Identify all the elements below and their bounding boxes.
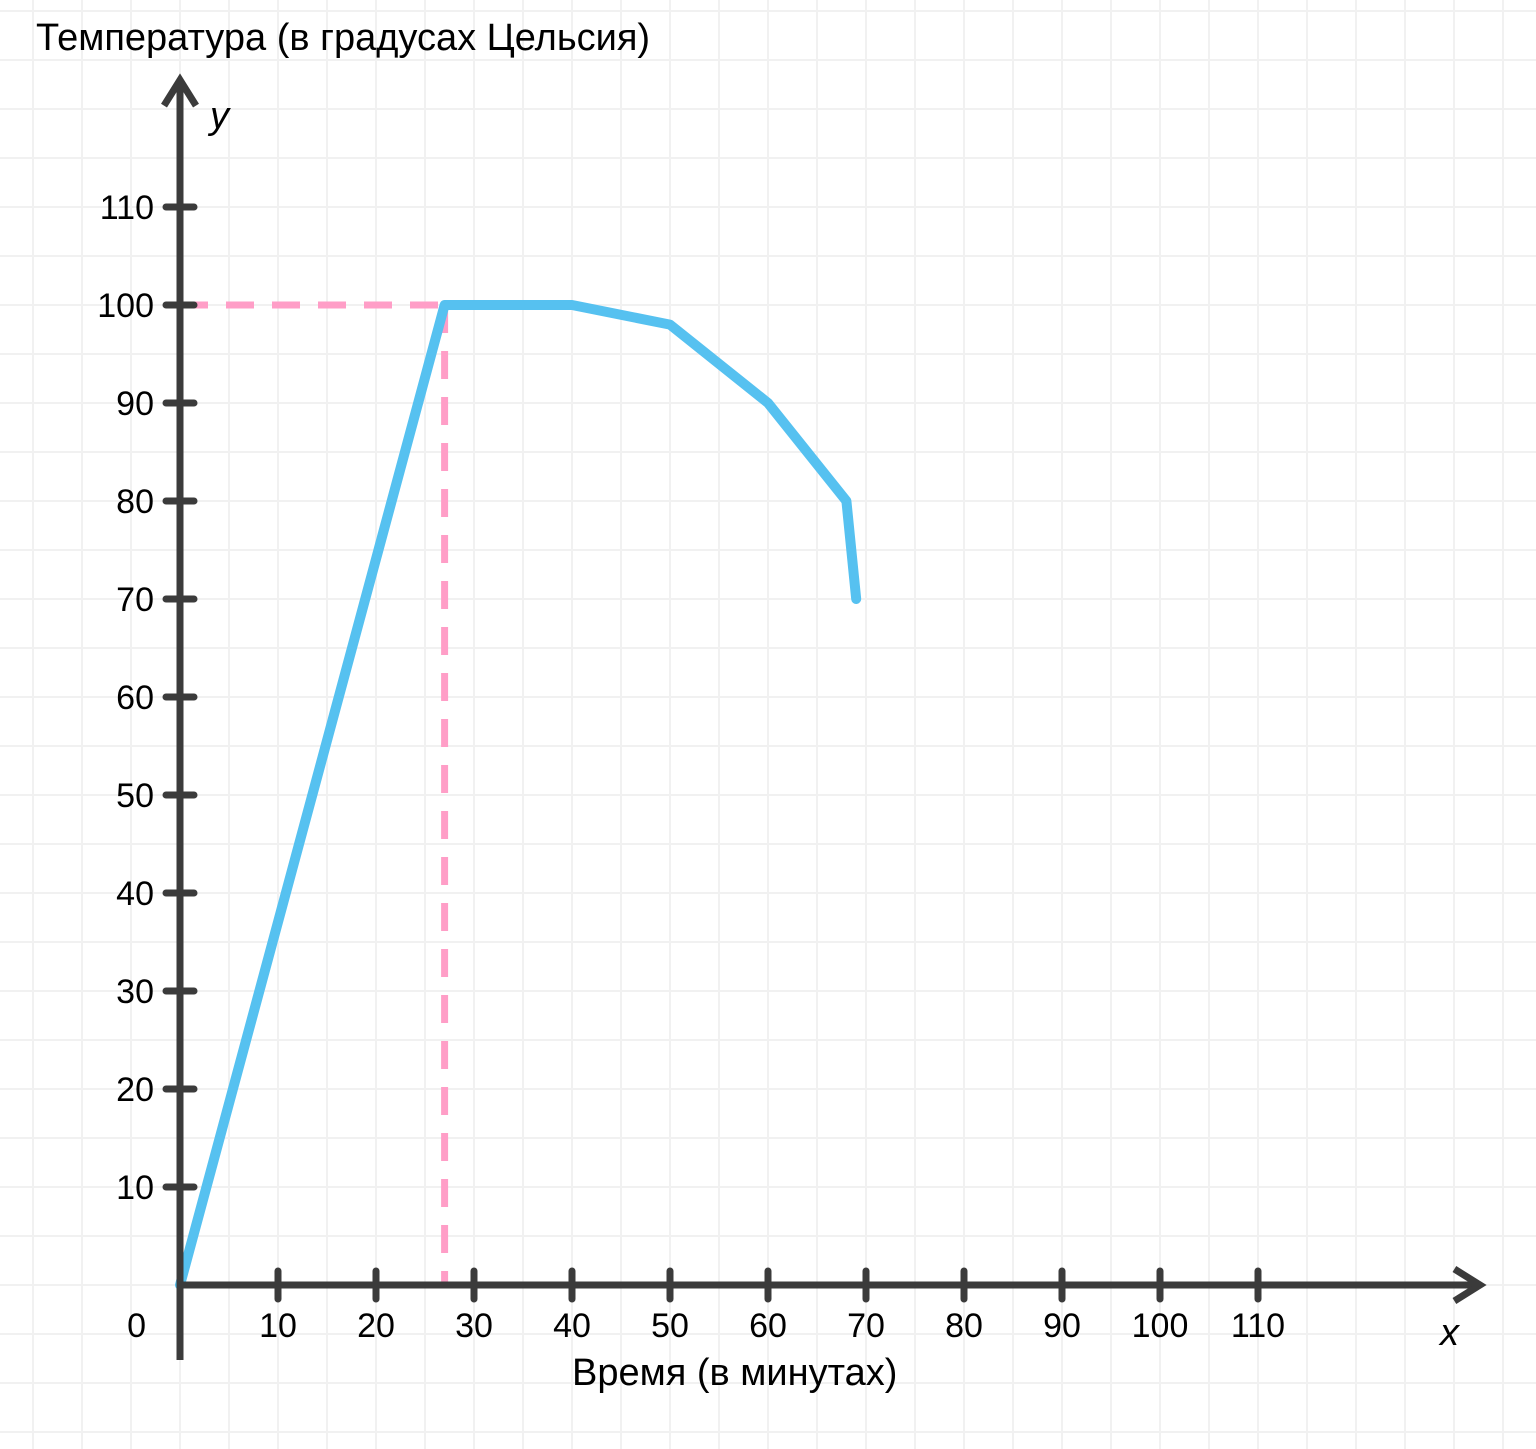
x-tick-label: 110	[1231, 1307, 1285, 1345]
x-axis-symbol: x	[1438, 1312, 1461, 1354]
x-axis-title: Время (в минутах)	[572, 1352, 897, 1394]
y-tick-label: 90	[116, 385, 154, 423]
x-tick-label: 100	[1132, 1307, 1189, 1345]
y-tick-label: 110	[100, 189, 154, 227]
line-chart: 10 20 30 40 50 60 70 80 90 100 110 10 20 30 40 50 60 70 80…	[0, 0, 1536, 1449]
x-tick-label: 60	[749, 1307, 787, 1345]
y-tick-label: 70	[116, 581, 154, 619]
origin-label: 0	[127, 1307, 146, 1345]
x-tick-label: 10	[259, 1307, 297, 1345]
y-tick-label: 50	[116, 777, 154, 815]
y-axis-symbol: y	[207, 95, 231, 137]
x-tick-label: 20	[357, 1307, 395, 1345]
x-tick-label: 90	[1043, 1307, 1081, 1345]
x-tick-label: 80	[945, 1307, 983, 1345]
y-tick-label: 60	[116, 679, 154, 717]
y-tick-label: 40	[116, 875, 154, 913]
x-tick-label: 40	[553, 1307, 591, 1345]
y-tick-label: 30	[116, 973, 154, 1011]
y-tick-label: 80	[116, 483, 154, 521]
x-tick-label: 50	[651, 1307, 689, 1345]
y-tick-label: 100	[97, 287, 154, 325]
x-tick-label: 30	[455, 1307, 493, 1345]
y-axis-title: Температура (в градусах Цельсия)	[36, 17, 650, 59]
y-tick-label: 10	[116, 1169, 154, 1207]
y-tick-label: 20	[116, 1071, 154, 1109]
chart-container: 10 20 30 40 50 60 70 80 90 100 110 10 20 30 40 50 60 70 80…	[0, 0, 1536, 1449]
x-tick-label: 70	[847, 1307, 885, 1345]
